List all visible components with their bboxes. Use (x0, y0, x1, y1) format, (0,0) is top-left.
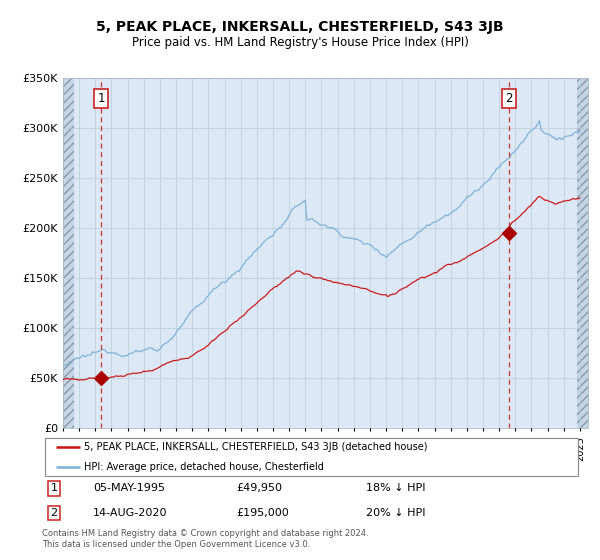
Text: 2: 2 (505, 92, 513, 105)
Text: 14-AUG-2020: 14-AUG-2020 (94, 508, 168, 518)
Point (96, 374, 106, 383)
Text: 05-MAY-1995: 05-MAY-1995 (94, 483, 166, 493)
Bar (63, 78, 74, 428)
Text: Price paid vs. HM Land Registry's House Price Index (HPI): Price paid vs. HM Land Registry's House … (131, 36, 469, 49)
Text: Contains HM Land Registry data © Crown copyright and database right 2024.
This d: Contains HM Land Registry data © Crown c… (42, 529, 368, 549)
Text: 5, PEAK PLACE, INKERSALL, CHESTERFIELD, S43 3JB (detached house): 5, PEAK PLACE, INKERSALL, CHESTERFIELD, … (84, 442, 428, 452)
Text: 20% ↓ HPI: 20% ↓ HPI (366, 508, 425, 518)
Text: 5, PEAK PLACE, INKERSALL, CHESTERFIELD, S43 3JB: 5, PEAK PLACE, INKERSALL, CHESTERFIELD, … (96, 20, 504, 34)
Text: £195,000: £195,000 (236, 508, 289, 518)
Text: 2: 2 (50, 508, 58, 518)
Text: 1: 1 (50, 483, 58, 493)
Point (505, 229, 514, 238)
Text: 18% ↓ HPI: 18% ↓ HPI (366, 483, 425, 493)
FancyBboxPatch shape (45, 438, 578, 475)
Text: 1: 1 (97, 92, 105, 105)
Text: HPI: Average price, detached house, Chesterfield: HPI: Average price, detached house, Ches… (84, 461, 324, 472)
Text: £49,950: £49,950 (236, 483, 283, 493)
Bar (577, 78, 588, 428)
